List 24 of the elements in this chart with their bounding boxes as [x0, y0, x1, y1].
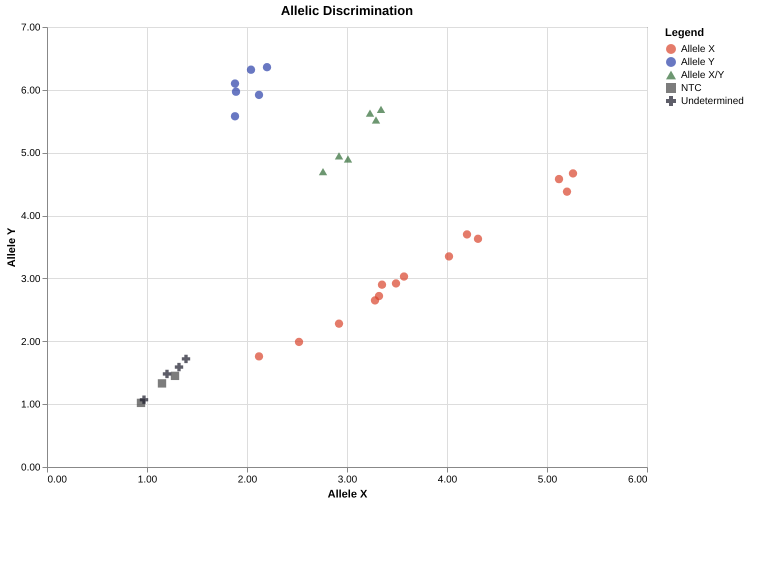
- legend-title: Legend: [665, 27, 704, 39]
- chart-title: Allelic Discrimination: [280, 3, 414, 18]
- x-tick-label: 5.00: [538, 474, 558, 486]
- legend-label: Undetermined: [681, 96, 744, 107]
- y-tick-label: 3.00: [21, 274, 41, 285]
- y-tick-label: 5.00: [21, 148, 41, 160]
- legend-label: Allele Y: [681, 57, 716, 68]
- y-axis-title: Allele Y: [6, 227, 18, 268]
- x-tick-label: 6.00: [628, 474, 648, 486]
- y-tick-label: 0.00: [21, 462, 41, 474]
- x-tick-label: 4.00: [438, 474, 458, 486]
- y-tick-label: 6.00: [21, 85, 41, 96]
- x-axis-title: Allele X: [328, 488, 368, 500]
- x-tick-label: 1.00: [138, 474, 158, 486]
- y-tick-label: 4.00: [21, 211, 41, 222]
- x-tick-label: 3.00: [338, 474, 358, 486]
- legend-label: Allele X: [681, 44, 716, 55]
- legend-label: Allele X/Y: [681, 70, 725, 81]
- legend-label: NTC: [681, 83, 702, 94]
- y-tick-label: 1.00: [21, 400, 41, 411]
- x-tick-label: 0.00: [48, 474, 68, 486]
- y-tick-label: 2.00: [21, 336, 41, 348]
- y-tick-label: 7.00: [21, 22, 41, 34]
- x-tick-label: 2.00: [238, 474, 258, 486]
